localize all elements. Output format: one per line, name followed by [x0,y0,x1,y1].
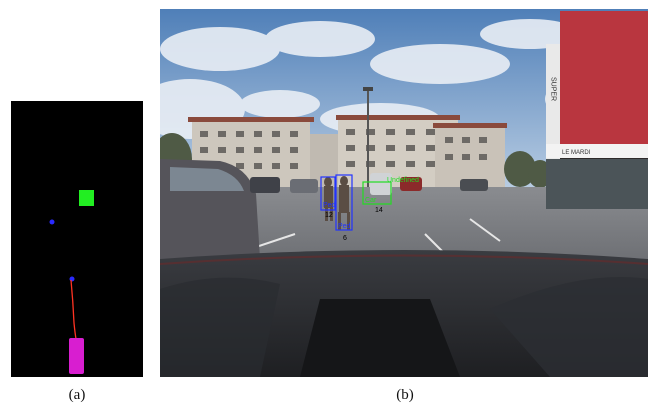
detection-label-ped-12: Ped [323,202,336,209]
detection-label-ped-6: Ped [338,223,351,230]
occupied-cell [79,190,94,206]
camera-frame-panel: SUPER LE MARDI Ped 12 Ped [160,9,648,377]
ego-vehicle [69,338,84,374]
tracked-point [49,219,55,225]
caption-b: (b) [396,387,414,403]
tracked-point [69,276,75,282]
light-pole [367,89,369,189]
detection-id-ped-6: 6 [343,235,347,242]
parked-car-left [160,159,260,274]
detection-label-undefined: Undefined [387,177,419,184]
pedestrians [324,176,350,230]
caption-a: (a) [68,387,86,403]
dash-left-panel [160,277,280,377]
detection-box-ped-12 [320,176,336,211]
detection-box-ped-6 [335,174,353,231]
ego-trajectory [70,279,77,340]
distant-cars [250,173,488,195]
camera-frame: SUPER LE MARDI Ped 12 Ped [160,9,648,377]
detection-id-ped-12: 12 [325,212,333,219]
hood-edge [160,254,648,265]
dash-reflection [490,277,648,377]
dash-vent [300,299,460,377]
detection-id-car-14: 14 [375,207,383,214]
map-background [11,101,143,377]
super-vertical-text: SUPER [550,77,557,101]
occupancy-map-panel [11,101,143,377]
detection-label-car-14: Car [365,197,377,204]
detection-box-car-14 [362,181,392,205]
occupancy-map [11,101,143,377]
supermarket [546,11,648,209]
le-mardi-sign: LE MARDI [562,150,591,156]
